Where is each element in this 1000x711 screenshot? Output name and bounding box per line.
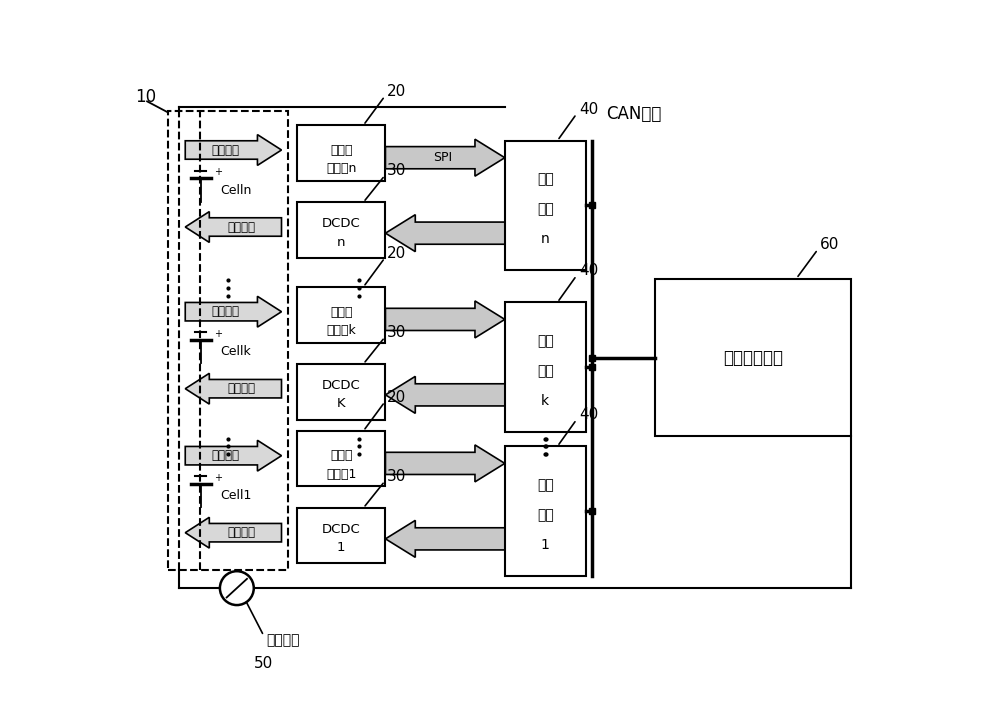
Circle shape xyxy=(220,571,254,605)
Text: 均衡控制: 均衡控制 xyxy=(227,383,255,395)
Text: 状态监测: 状态监测 xyxy=(212,305,240,319)
Text: n: n xyxy=(541,232,550,246)
Text: 状态监测: 状态监测 xyxy=(212,449,240,462)
Polygon shape xyxy=(185,440,282,471)
Text: 10: 10 xyxy=(135,88,156,106)
Text: +: + xyxy=(215,329,223,339)
Text: 20: 20 xyxy=(387,246,406,261)
Text: 均衡控制: 均衡控制 xyxy=(227,526,255,539)
Text: DCDC: DCDC xyxy=(322,217,361,230)
Bar xyxy=(297,431,385,486)
Text: 电压检: 电压检 xyxy=(330,449,352,462)
Polygon shape xyxy=(185,134,282,166)
Text: n: n xyxy=(337,236,345,249)
Polygon shape xyxy=(385,139,505,176)
Text: K: K xyxy=(337,397,345,410)
Text: Cellk: Cellk xyxy=(220,346,251,358)
Bar xyxy=(297,125,385,181)
Polygon shape xyxy=(185,212,282,242)
Bar xyxy=(505,141,586,270)
Text: +: + xyxy=(215,473,223,483)
Text: 40: 40 xyxy=(579,102,598,117)
Text: Cell1: Cell1 xyxy=(220,489,251,502)
Polygon shape xyxy=(385,215,505,252)
Text: 测电路k: 测电路k xyxy=(326,324,356,337)
Text: 30: 30 xyxy=(387,469,407,484)
Text: CAN总线: CAN总线 xyxy=(606,105,661,123)
Text: DCDC: DCDC xyxy=(322,379,361,392)
Text: 数据处理芯片: 数据处理芯片 xyxy=(723,348,783,366)
Polygon shape xyxy=(185,373,282,404)
Polygon shape xyxy=(185,518,282,548)
Text: Celln: Celln xyxy=(220,183,251,196)
Text: 状态监测: 状态监测 xyxy=(212,144,240,156)
Text: 芯片: 芯片 xyxy=(537,508,554,522)
Bar xyxy=(168,111,288,570)
Text: +: + xyxy=(215,167,223,177)
Text: 芯片: 芯片 xyxy=(537,203,554,216)
Bar xyxy=(505,447,586,576)
Text: 60: 60 xyxy=(820,237,840,252)
Text: 主控: 主控 xyxy=(537,334,554,348)
Polygon shape xyxy=(385,520,505,557)
Text: 主控: 主控 xyxy=(537,173,554,186)
Bar xyxy=(655,279,851,437)
Bar xyxy=(297,287,385,343)
Text: 芯片: 芯片 xyxy=(537,364,554,378)
Text: 20: 20 xyxy=(387,390,406,405)
Text: 40: 40 xyxy=(579,407,598,422)
Text: 40: 40 xyxy=(579,263,598,279)
Polygon shape xyxy=(385,445,505,482)
Text: 30: 30 xyxy=(387,325,407,340)
Polygon shape xyxy=(185,296,282,327)
Text: SPI: SPI xyxy=(433,151,452,164)
Text: DCDC: DCDC xyxy=(322,523,361,535)
Polygon shape xyxy=(385,376,505,413)
Bar xyxy=(505,302,586,432)
Text: 电压检: 电压检 xyxy=(330,144,352,157)
Polygon shape xyxy=(385,301,505,338)
Text: 20: 20 xyxy=(387,84,406,99)
Text: 50: 50 xyxy=(254,656,273,671)
Text: k: k xyxy=(541,394,549,408)
Bar xyxy=(297,508,385,564)
Text: 测电路n: 测电路n xyxy=(326,162,356,175)
Text: 均衡控制: 均衡控制 xyxy=(227,220,255,233)
Text: 主控: 主控 xyxy=(537,479,554,492)
Bar xyxy=(297,203,385,258)
Bar xyxy=(297,364,385,419)
Text: 1: 1 xyxy=(541,538,550,552)
Text: 1: 1 xyxy=(337,542,345,555)
Text: 电流检测: 电流检测 xyxy=(266,634,300,648)
Text: 测电路1: 测电路1 xyxy=(326,468,356,481)
Text: 电压检: 电压检 xyxy=(330,306,352,319)
Text: 30: 30 xyxy=(387,164,407,178)
